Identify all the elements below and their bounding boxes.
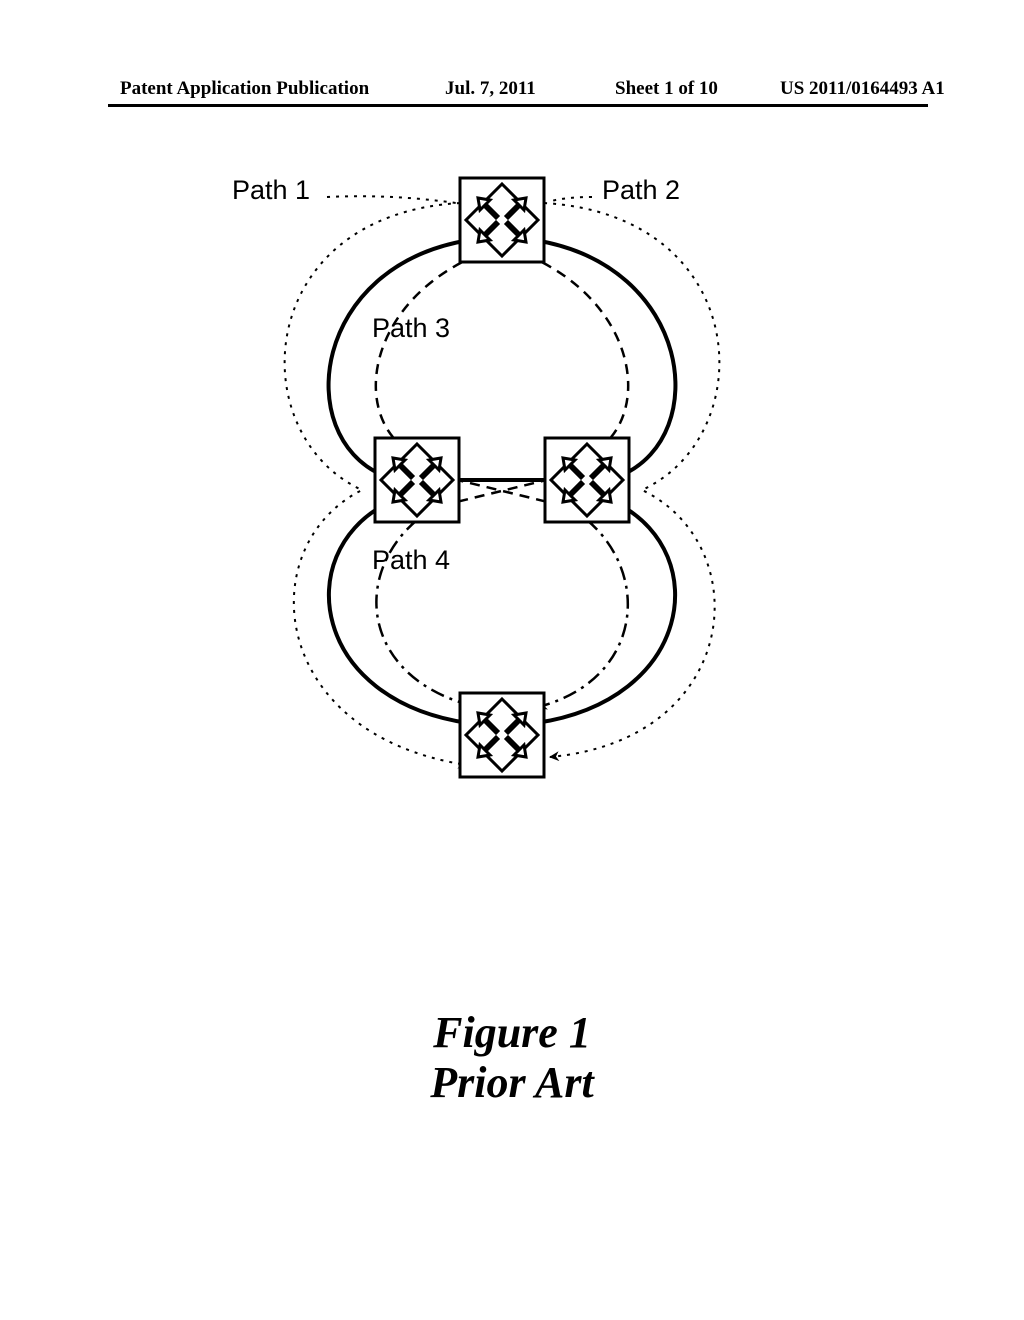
header-sheet: Sheet 1 of 10 bbox=[615, 78, 718, 100]
router-right bbox=[545, 438, 629, 522]
figure-caption-line2: Prior Art bbox=[0, 1060, 1024, 1106]
router-bottom bbox=[460, 693, 544, 777]
label-path1: Path 1 bbox=[232, 175, 310, 206]
header-publication: Patent Application Publication bbox=[120, 78, 369, 100]
figure-diagram: Path 1 Path 2 Path 3 Path 4 bbox=[212, 175, 792, 815]
label-path4: Path 4 bbox=[372, 545, 450, 576]
network-svg bbox=[212, 175, 792, 815]
header-rule bbox=[108, 104, 928, 107]
header-number: US 2011/0164493 A1 bbox=[780, 78, 945, 100]
router-top bbox=[460, 178, 544, 262]
label-path3: Path 3 bbox=[372, 313, 450, 344]
router-left bbox=[375, 438, 459, 522]
header-date: Jul. 7, 2011 bbox=[445, 78, 536, 100]
label-path2: Path 2 bbox=[602, 175, 680, 206]
figure-caption-line1: Figure 1 bbox=[0, 1010, 1024, 1056]
